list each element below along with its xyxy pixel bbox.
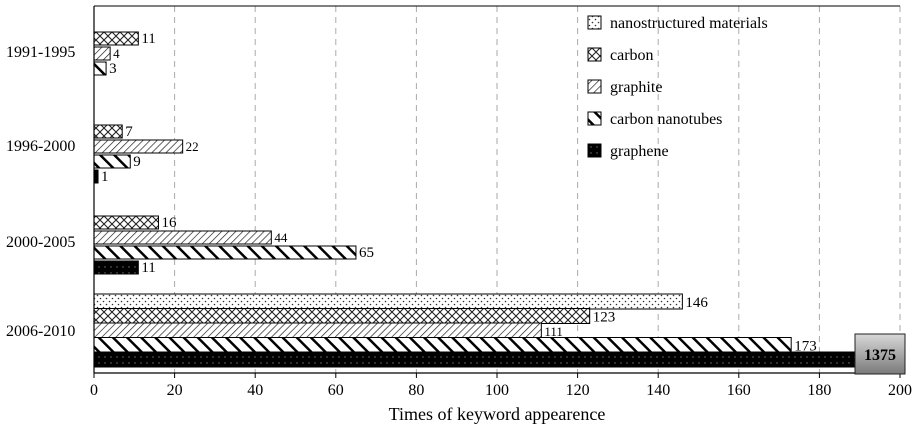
- bar-graphene-2000-2005: [93, 260, 139, 275]
- legend-swatch-nanostructured-materials: [587, 15, 602, 30]
- callout-box: [854, 333, 906, 375]
- category-label: 1996-2000: [6, 138, 75, 155]
- value-label: 1: [101, 169, 109, 185]
- bar-nanostructured-materials-2006-2010: [93, 293, 683, 310]
- x-tick-label: 200: [888, 382, 912, 399]
- value-label: 22: [186, 139, 199, 154]
- x-tick-label: 160: [727, 382, 751, 399]
- value-label: 173: [794, 339, 817, 355]
- category-label: 1991-1995: [6, 44, 75, 61]
- bar-graphite-2000-2005: [93, 230, 272, 245]
- callout-value-label: 1375: [864, 347, 896, 364]
- value-label: 7: [125, 124, 133, 140]
- legend-swatch-graphite: [587, 79, 602, 94]
- value-labels: 11 43 7 22 9 1 16 44 65 11 146 123 111 173 1375: [101, 31, 906, 375]
- bar-carbon-2000-2005: [93, 215, 159, 230]
- bar-graphene-2006-2010: [93, 351, 901, 368]
- x-tick-label: 0: [90, 382, 98, 399]
- legend-label-nanostructured-materials: nanostructured materials: [610, 15, 768, 32]
- value-label: 123: [593, 310, 616, 326]
- x-tick-label: 120: [566, 382, 590, 399]
- value-label: 11: [141, 260, 155, 276]
- x-tick-label: 180: [807, 382, 831, 399]
- x-tick-label: 40: [247, 382, 263, 399]
- value-label: 9: [133, 154, 141, 170]
- legend-label-carbon-nanotubes: carbon nanotubes: [610, 111, 722, 128]
- axes: 0 20 40 60 80 100 120 140 160 180 200 1991-1995 1996…: [6, 5, 912, 424]
- x-axis-title: Times of keyword appearence: [389, 404, 606, 424]
- bar-graphite-1991-1995: [93, 46, 111, 61]
- category-label: 2006-2010: [6, 323, 75, 340]
- value-label: 11: [141, 31, 155, 47]
- bar-carbon-2006-2010: [93, 308, 591, 324]
- legend-swatch-graphene: [587, 143, 602, 158]
- bar-carbon-nanotubes-1991-1995: [93, 61, 107, 76]
- value-label: 4: [113, 46, 120, 61]
- value-label: 65: [359, 245, 374, 261]
- legend-swatch-carbon-nanotubes: [587, 111, 602, 126]
- legend-label-carbon: carbon: [610, 47, 654, 64]
- value-label: 146: [685, 295, 708, 311]
- bar-carbon-nanotubes-1996-2000: [93, 154, 131, 169]
- legend-label-graphite: graphite: [610, 79, 662, 96]
- bar-carbon-1991-1995: [93, 31, 139, 46]
- bar-carbon-nanotubes-2000-2005: [93, 245, 357, 260]
- x-tick-label: 60: [328, 382, 344, 399]
- value-label: 44: [274, 230, 288, 245]
- x-tick-label: 140: [646, 382, 670, 399]
- bar-graphene-1996-2000: [93, 169, 99, 184]
- legend-swatch-carbon: [587, 47, 602, 62]
- value-label: 16: [161, 215, 177, 231]
- legend-label-graphene: graphene: [610, 143, 669, 160]
- bar-carbon-1996-2000: [93, 124, 123, 139]
- bars: [93, 31, 901, 368]
- bar-carbon-nanotubes-2006-2010: [93, 337, 792, 353]
- category-label: 2000-2005: [6, 234, 75, 251]
- x-tick-label: 100: [485, 382, 509, 399]
- bar-graphite-2006-2010: [93, 322, 542, 339]
- legend: nanostructured materials carbon graphite ca…: [587, 15, 768, 160]
- x-tick-label: 20: [167, 382, 183, 399]
- x-tick-label: 80: [408, 382, 424, 399]
- value-label: 111: [544, 324, 563, 339]
- bar-graphite-1996-2000: [93, 139, 184, 154]
- value-label: 3: [109, 61, 117, 77]
